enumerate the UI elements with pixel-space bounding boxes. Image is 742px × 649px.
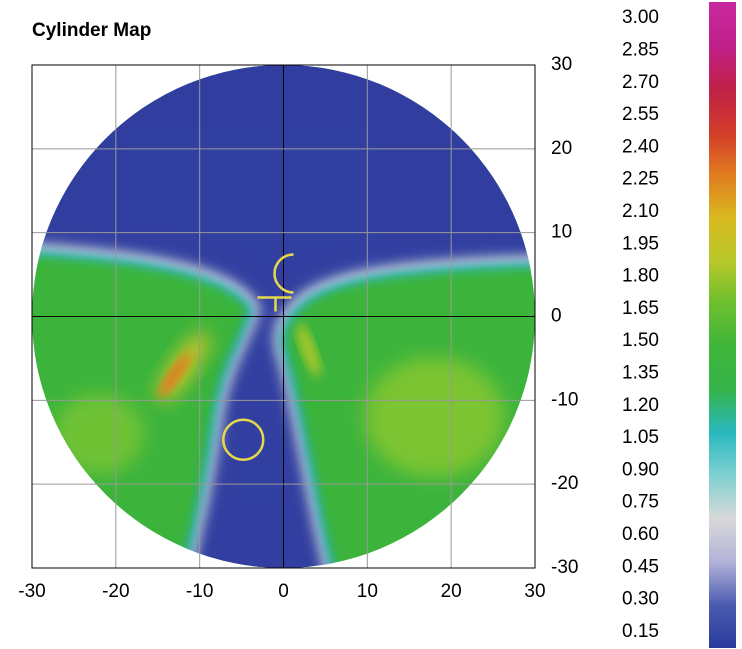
- heatmap-shade: [364, 357, 505, 478]
- colorbar-tick-label: 1.65: [622, 298, 659, 319]
- colorbar-tick-label: 0.30: [622, 589, 659, 610]
- colorbar-tick-label: 1.05: [622, 427, 659, 448]
- y-tick-label: 30: [551, 54, 572, 75]
- colorbar-tick-label: 1.80: [622, 266, 659, 287]
- heatmap-shade: [54, 393, 145, 474]
- colorbar-tick-label: 2.55: [622, 104, 659, 125]
- colorbar-tick-label: 2.85: [622, 39, 659, 60]
- y-tick-label: 10: [551, 222, 572, 243]
- chart-title: Cylinder Map: [32, 20, 151, 41]
- x-tick-label: 0: [278, 581, 289, 602]
- y-tick-label: 0: [551, 306, 562, 327]
- x-tick-label: 20: [441, 581, 462, 602]
- colorbar-tick-label: 3.00: [622, 7, 659, 28]
- plot-frame: [31, 64, 536, 569]
- colorbar-tick-label: 0.15: [622, 621, 659, 642]
- y-tick-label: -10: [551, 389, 578, 410]
- colorbar-tick-label: 2.70: [622, 72, 659, 93]
- center-marker: [257, 253, 294, 312]
- pupil-marker: [222, 418, 265, 461]
- colorbar-tick-label: 0.90: [622, 459, 659, 480]
- colorbar-tick-label: 2.25: [622, 169, 659, 190]
- x-tick-label: -10: [186, 581, 213, 602]
- colorbar-tick-label: 0.60: [622, 524, 659, 545]
- x-tick-label: -20: [102, 581, 129, 602]
- colorbar-tick-label: 2.10: [622, 201, 659, 222]
- axes: -30 -20 -10 0 10 20 30 -30 -20 -10 0 10 20 30: [18, 54, 578, 602]
- heatmap-shade: [297, 323, 321, 377]
- colorbar-tick-label: 0.75: [622, 492, 659, 513]
- colorbar-tick-label: 1.20: [622, 395, 659, 416]
- y-tick-label: -20: [551, 473, 578, 494]
- x-tick-label: 10: [357, 581, 378, 602]
- heatmap-shade: [32, 65, 535, 568]
- colorbar-tick-label: 2.40: [622, 136, 659, 157]
- x-tick-label: 30: [524, 581, 545, 602]
- y-tick-label: -30: [551, 557, 578, 578]
- y-tick-label: 20: [551, 138, 572, 159]
- colorbar-tick-label: 1.95: [622, 233, 659, 254]
- colorbar: [709, 2, 736, 648]
- heatmap-shade: [158, 353, 191, 397]
- colorbar-tick-label: 0.45: [622, 556, 659, 577]
- x-tick-label: -30: [18, 581, 45, 602]
- colorbar-tick-label: 1.50: [622, 330, 659, 351]
- colorbar-tick-label: 1.35: [622, 362, 659, 383]
